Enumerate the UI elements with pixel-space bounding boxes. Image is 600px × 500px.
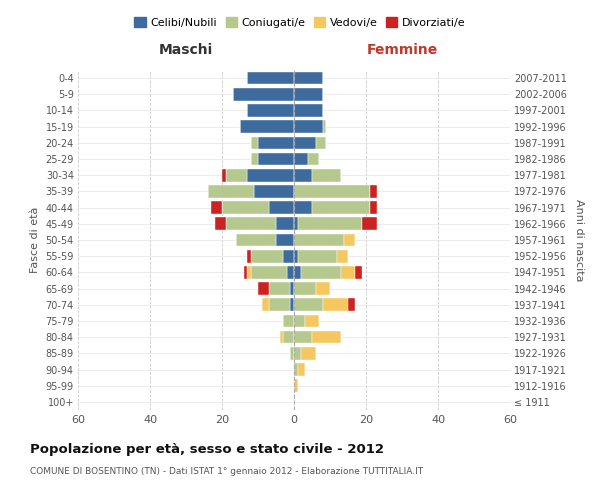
Bar bbox=[312, 202, 370, 214]
Bar bbox=[251, 250, 283, 262]
Bar bbox=[222, 202, 269, 214]
Bar bbox=[316, 282, 330, 295]
Bar bbox=[323, 120, 326, 133]
Bar bbox=[348, 298, 355, 311]
Bar bbox=[283, 250, 294, 262]
Bar bbox=[316, 136, 326, 149]
Bar bbox=[294, 347, 301, 360]
Bar bbox=[294, 104, 323, 117]
Bar bbox=[370, 202, 377, 214]
Bar bbox=[294, 152, 308, 166]
Bar bbox=[344, 234, 355, 246]
Bar bbox=[370, 185, 377, 198]
Y-axis label: Anni di nascita: Anni di nascita bbox=[574, 198, 584, 281]
Bar bbox=[283, 331, 294, 344]
Bar bbox=[294, 266, 301, 278]
Bar bbox=[269, 202, 294, 214]
Y-axis label: Fasce di età: Fasce di età bbox=[30, 207, 40, 273]
Bar bbox=[290, 282, 294, 295]
Bar bbox=[254, 185, 294, 198]
Bar bbox=[258, 152, 294, 166]
Bar bbox=[236, 234, 276, 246]
Bar bbox=[240, 120, 294, 133]
Bar bbox=[294, 120, 323, 133]
Bar bbox=[211, 202, 222, 214]
Bar bbox=[251, 152, 258, 166]
Bar bbox=[247, 72, 294, 85]
Bar bbox=[294, 72, 323, 85]
Bar bbox=[362, 218, 377, 230]
Bar bbox=[323, 298, 348, 311]
Bar bbox=[301, 347, 316, 360]
Bar bbox=[287, 266, 294, 278]
Bar bbox=[262, 298, 269, 311]
Bar bbox=[294, 250, 298, 262]
Bar bbox=[269, 298, 290, 311]
Bar bbox=[251, 136, 258, 149]
Text: Popolazione per età, sesso e stato civile - 2012: Popolazione per età, sesso e stato civil… bbox=[30, 442, 384, 456]
Bar bbox=[294, 136, 316, 149]
Bar bbox=[294, 185, 370, 198]
Bar bbox=[294, 282, 316, 295]
Bar bbox=[290, 298, 294, 311]
Bar bbox=[280, 331, 283, 344]
Bar bbox=[294, 363, 298, 376]
Bar bbox=[251, 266, 287, 278]
Bar bbox=[301, 266, 341, 278]
Text: COMUNE DI BOSENTINO (TN) - Dati ISTAT 1° gennaio 2012 - Elaborazione TUTTITALIA.: COMUNE DI BOSENTINO (TN) - Dati ISTAT 1°… bbox=[30, 468, 423, 476]
Bar bbox=[294, 202, 312, 214]
Bar bbox=[244, 266, 247, 278]
Bar bbox=[294, 298, 323, 311]
Bar bbox=[294, 88, 323, 101]
Bar bbox=[305, 314, 319, 328]
Bar bbox=[294, 234, 344, 246]
Bar bbox=[294, 218, 298, 230]
Bar bbox=[208, 185, 254, 198]
Bar bbox=[222, 169, 226, 181]
Bar bbox=[283, 314, 294, 328]
Bar bbox=[294, 331, 312, 344]
Bar bbox=[258, 282, 269, 295]
Text: Maschi: Maschi bbox=[159, 43, 213, 57]
Bar bbox=[337, 250, 348, 262]
Bar bbox=[294, 314, 305, 328]
Bar bbox=[247, 104, 294, 117]
Bar bbox=[298, 363, 305, 376]
Bar bbox=[233, 88, 294, 101]
Bar bbox=[276, 218, 294, 230]
Bar bbox=[269, 282, 290, 295]
Bar bbox=[341, 266, 355, 278]
Bar bbox=[247, 250, 251, 262]
Bar bbox=[298, 250, 337, 262]
Bar bbox=[226, 218, 276, 230]
Bar bbox=[312, 169, 341, 181]
Bar bbox=[355, 266, 362, 278]
Bar bbox=[290, 347, 294, 360]
Bar bbox=[312, 331, 341, 344]
Text: Femmine: Femmine bbox=[367, 43, 437, 57]
Bar bbox=[298, 218, 362, 230]
Bar bbox=[247, 266, 251, 278]
Bar bbox=[308, 152, 319, 166]
Bar bbox=[294, 169, 312, 181]
Bar bbox=[247, 169, 294, 181]
Bar bbox=[226, 169, 247, 181]
Bar bbox=[258, 136, 294, 149]
Legend: Celibi/Nubili, Coniugati/e, Vedovi/e, Divorziati/e: Celibi/Nubili, Coniugati/e, Vedovi/e, Di… bbox=[130, 13, 470, 32]
Bar bbox=[294, 380, 298, 392]
Bar bbox=[276, 234, 294, 246]
Bar bbox=[215, 218, 226, 230]
